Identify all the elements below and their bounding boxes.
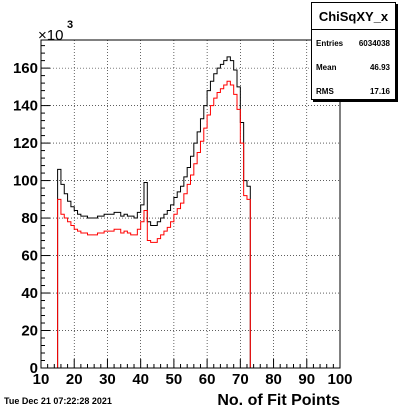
y-tick-label: 60 [21, 248, 38, 265]
x-tick-label: 20 [66, 371, 83, 388]
y-axis-multiplier: ×10 [38, 27, 63, 44]
y-tick-label: 0 [30, 360, 38, 377]
plot-frame [40, 39, 341, 369]
stats-box: ChiSqXY_x Entries 6034038 Mean 46.93 RMS… [311, 2, 396, 100]
timestamp: Tue Dec 21 07:22:28 2021 [4, 396, 112, 406]
y-tick-label: 140 [13, 98, 38, 115]
x-tick-label: 30 [99, 371, 116, 388]
stats-row-rms: RMS 17.16 [312, 78, 395, 102]
x-tick-label: 40 [132, 371, 149, 388]
axis-ticks [40, 45, 341, 369]
y-tick-label: 40 [21, 285, 38, 302]
x-tick-label: 60 [199, 371, 216, 388]
y-tick-label: 120 [13, 135, 38, 152]
stats-key: Mean [316, 63, 337, 72]
y-tick-label: 80 [21, 210, 38, 227]
stats-row-entries: Entries 6034038 [312, 30, 395, 54]
x-tick-label: 100 [327, 371, 352, 388]
x-axis-label: No. of Fit Points [217, 392, 340, 409]
x-tick-label: 90 [298, 371, 315, 388]
x-tick-label: 80 [265, 371, 282, 388]
stats-value: 46.93 [369, 63, 390, 72]
x-tick-label: 50 [166, 371, 183, 388]
stats-row-mean: Mean 46.93 [312, 54, 395, 78]
y-tick-label: 20 [21, 323, 38, 340]
grid-lines [41, 40, 340, 368]
y-axis-multiplier-exponent: 3 [67, 19, 73, 31]
x-tick-label: 70 [232, 371, 249, 388]
tick-labels: 10 20 30 40 50 60 70 80 90 100 0 20 40 60 80 100 120 140 1… [13, 60, 353, 388]
stats-value: 17.16 [369, 87, 390, 96]
stats-key: RMS [316, 87, 334, 96]
y-tick-label: 160 [13, 60, 38, 77]
y-tick-label: 100 [13, 173, 38, 190]
histogram-series-1 [57, 80, 251, 368]
x-tick-label: 10 [33, 371, 50, 388]
series-layer [57, 56, 251, 368]
stats-value: 6034038 [358, 39, 390, 48]
stats-title: ChiSqXY_x [312, 3, 395, 30]
histogram-series-0 [57, 56, 251, 368]
stats-key: Entries [316, 39, 344, 48]
